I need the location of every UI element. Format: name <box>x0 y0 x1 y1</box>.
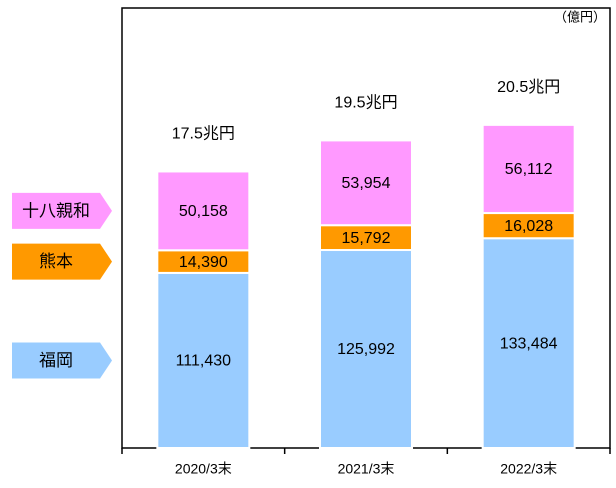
data-label: 50,158 <box>179 203 228 220</box>
unit-label: （億円） <box>554 9 606 24</box>
x-tick-label: 2022/3末 <box>500 461 557 477</box>
data-label: 56,112 <box>505 161 553 178</box>
data-label: 16,028 <box>504 218 553 235</box>
total-label: 17.5兆円 <box>172 125 235 143</box>
x-tick-label: 2020/3末 <box>175 461 232 477</box>
legend-tag <box>12 342 112 379</box>
legend-label: 十八親和 <box>22 201 90 220</box>
bar-segment <box>319 139 413 227</box>
legend-label: 熊本 <box>39 252 73 271</box>
data-label: 125,992 <box>337 341 395 358</box>
bar-segment <box>156 170 251 252</box>
bar-segment <box>319 249 413 449</box>
data-label: 133,484 <box>500 335 558 352</box>
bar-segment <box>481 123 576 215</box>
total-label: 19.5兆円 <box>334 94 397 112</box>
legend-label: 福岡 <box>39 351 73 370</box>
bar-segment <box>156 271 251 449</box>
bar-segment <box>481 212 576 240</box>
legend-tag <box>12 192 112 229</box>
data-label: 53,954 <box>342 175 391 192</box>
x-tick-label: 2021/3末 <box>338 461 395 477</box>
data-label: 14,390 <box>179 254 228 271</box>
legend-tag <box>12 243 112 280</box>
data-label: 15,792 <box>342 230 391 247</box>
total-label: 20.5兆円 <box>497 78 560 96</box>
data-label: 111,430 <box>176 353 232 370</box>
